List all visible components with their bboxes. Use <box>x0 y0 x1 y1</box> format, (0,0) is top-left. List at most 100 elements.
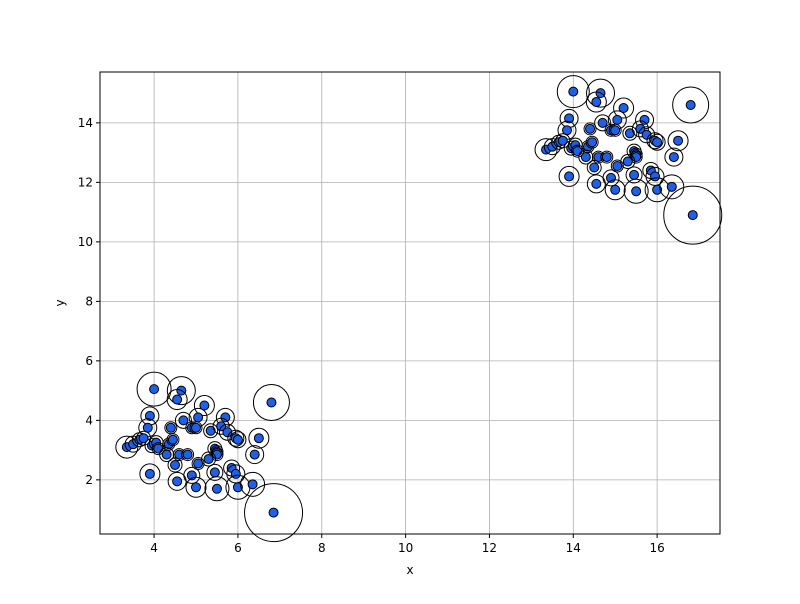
point <box>249 449 260 460</box>
score-circle <box>193 394 215 416</box>
point <box>568 86 579 97</box>
score-circle <box>240 471 266 497</box>
score-circle <box>585 135 599 149</box>
point <box>685 100 696 111</box>
y-tick-label: 6 <box>85 354 93 368</box>
score-circle <box>604 179 626 201</box>
score-circle <box>185 476 207 498</box>
point <box>138 433 149 444</box>
point <box>639 114 650 125</box>
point <box>668 152 679 163</box>
point <box>580 152 591 163</box>
score-circle <box>181 448 195 462</box>
point <box>211 483 222 494</box>
score-circle <box>204 476 230 502</box>
x-tick-label: 16 <box>649 541 664 555</box>
point <box>199 400 210 411</box>
score-circle <box>663 185 723 245</box>
point <box>220 412 231 423</box>
point <box>631 186 642 197</box>
score-circle <box>115 435 139 459</box>
score-circle <box>659 174 685 200</box>
point <box>253 433 264 444</box>
score-circle <box>613 97 635 119</box>
point <box>193 458 204 469</box>
score-circle <box>212 417 230 435</box>
point <box>203 454 214 465</box>
point <box>612 161 623 172</box>
score-circle <box>586 159 602 175</box>
point <box>624 128 635 139</box>
score-circle <box>534 138 558 162</box>
point <box>612 114 623 125</box>
score-circle <box>139 463 161 485</box>
x-tick-label: 6 <box>234 541 242 555</box>
x-tick-label: 4 <box>150 541 158 555</box>
point <box>652 137 663 148</box>
point <box>193 412 204 423</box>
point <box>564 113 575 124</box>
point <box>589 162 600 173</box>
score-circle <box>586 174 606 194</box>
point <box>247 479 258 490</box>
point <box>172 394 183 405</box>
point <box>591 178 602 189</box>
point <box>172 476 183 487</box>
score-circle <box>166 376 196 406</box>
score-circle <box>174 411 192 429</box>
point <box>170 459 181 470</box>
x-tick-label: 12 <box>482 541 497 555</box>
score-circle <box>248 427 270 449</box>
score-circle <box>558 165 580 187</box>
point <box>629 169 640 180</box>
x-tick-label: 8 <box>318 541 326 555</box>
point <box>587 137 598 148</box>
score-circle <box>667 130 689 152</box>
point <box>167 434 178 445</box>
score-circle <box>583 122 597 136</box>
x-tick-label: 10 <box>398 541 413 555</box>
score-circle <box>227 429 245 447</box>
point <box>597 117 608 128</box>
score-circle <box>585 91 607 113</box>
point <box>161 449 172 460</box>
point <box>209 467 220 478</box>
point <box>144 468 155 479</box>
score-circle <box>672 86 710 124</box>
point <box>687 210 698 221</box>
x-tick-label: 14 <box>566 541 581 555</box>
point <box>190 482 201 493</box>
point <box>591 97 602 108</box>
score-circle <box>167 471 187 491</box>
score-circle <box>625 166 643 184</box>
score-circle <box>167 457 183 473</box>
point <box>153 443 164 454</box>
score-circle <box>210 448 224 462</box>
score-circle <box>646 132 664 150</box>
score-circle <box>244 483 304 543</box>
point <box>572 146 583 157</box>
point <box>618 102 629 113</box>
point <box>165 422 176 433</box>
score-circle <box>252 384 290 422</box>
score-circle <box>608 123 622 137</box>
score-circle <box>245 445 265 465</box>
point <box>182 449 193 460</box>
point <box>601 152 612 163</box>
point <box>216 421 227 432</box>
y-tick-label: 8 <box>85 294 93 308</box>
y-tick-label: 14 <box>78 116 93 130</box>
score-circle <box>594 114 612 132</box>
point <box>149 384 160 395</box>
score-circle <box>664 147 684 167</box>
score-circle <box>623 178 649 204</box>
point <box>205 425 216 436</box>
point <box>610 184 621 195</box>
point <box>564 171 575 182</box>
point <box>673 135 684 146</box>
point <box>641 129 652 140</box>
y-axis-label: y <box>53 299 67 306</box>
score-circle <box>610 159 624 173</box>
point <box>268 507 279 518</box>
